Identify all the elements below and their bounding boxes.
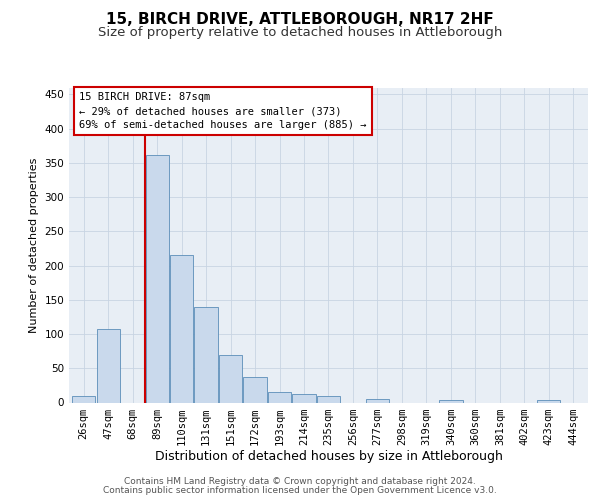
Text: 15, BIRCH DRIVE, ATTLEBOROUGH, NR17 2HF: 15, BIRCH DRIVE, ATTLEBOROUGH, NR17 2HF	[106, 12, 494, 28]
Bar	[439, 400, 463, 402]
Bar	[537, 400, 560, 402]
Text: Contains HM Land Registry data © Crown copyright and database right 2024.: Contains HM Land Registry data © Crown c…	[124, 477, 476, 486]
Bar	[366, 399, 389, 402]
Bar	[194, 306, 218, 402]
X-axis label: Distribution of detached houses by size in Attleborough: Distribution of detached houses by size …	[155, 450, 502, 464]
Bar	[170, 256, 193, 402]
Bar	[317, 396, 340, 402]
Text: 15 BIRCH DRIVE: 87sqm
← 29% of detached houses are smaller (373)
69% of semi-det: 15 BIRCH DRIVE: 87sqm ← 29% of detached …	[79, 92, 367, 130]
Bar	[72, 396, 95, 402]
Bar	[268, 392, 291, 402]
Bar	[292, 394, 316, 402]
Y-axis label: Number of detached properties: Number of detached properties	[29, 158, 39, 332]
Text: Contains public sector information licensed under the Open Government Licence v3: Contains public sector information licen…	[103, 486, 497, 495]
Bar	[219, 354, 242, 403]
Bar	[146, 154, 169, 402]
Text: Size of property relative to detached houses in Attleborough: Size of property relative to detached ho…	[98, 26, 502, 39]
Bar	[244, 377, 266, 402]
Bar	[97, 329, 120, 402]
